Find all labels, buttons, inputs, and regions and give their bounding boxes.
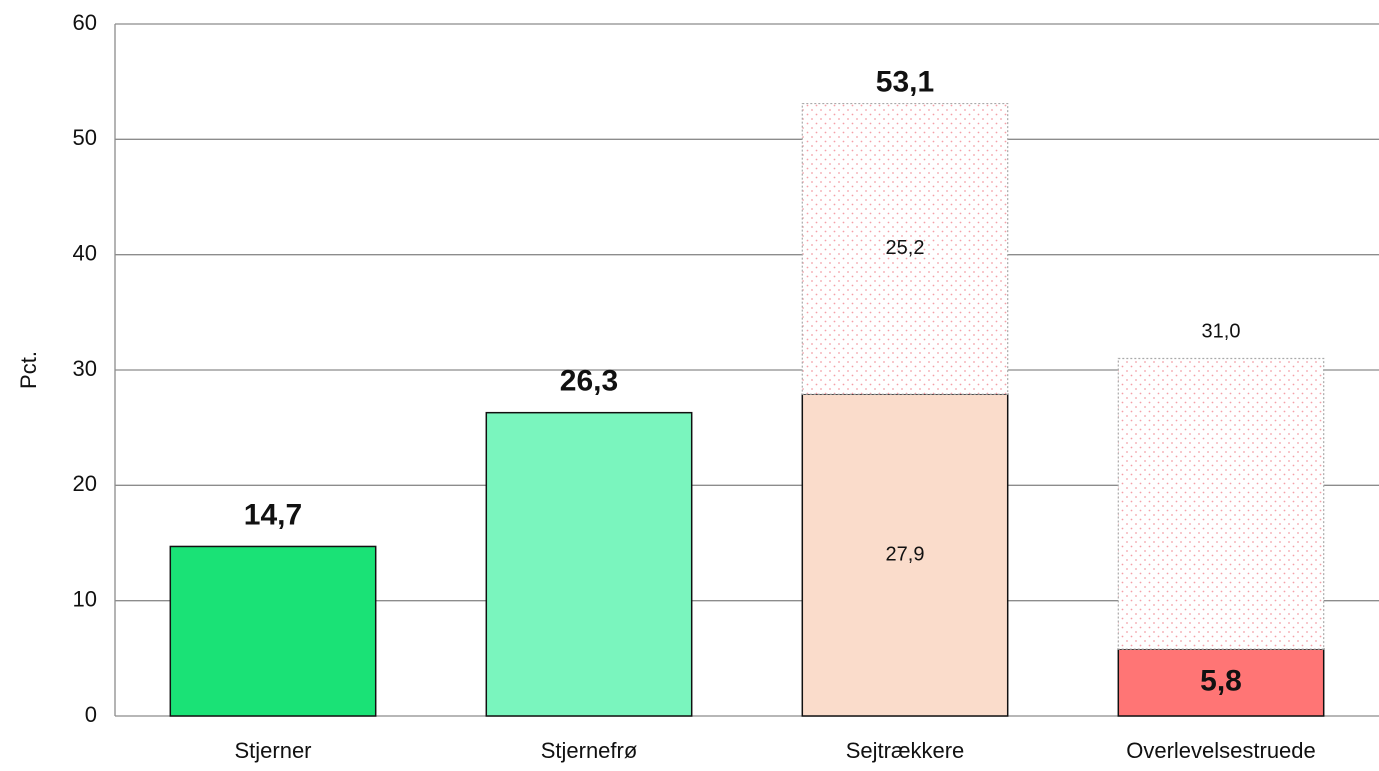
y-tick-label: 40 <box>73 240 97 265</box>
y-tick-label: 50 <box>73 125 97 150</box>
y-axis-label: Pct. <box>16 351 41 389</box>
data-label: 25,2 <box>886 237 925 259</box>
x-tick-label: Overlevelsestruede <box>1126 738 1316 763</box>
bar <box>485 411 693 717</box>
x-tick-label: Stjernefrø <box>541 738 638 763</box>
bar <box>1117 648 1325 717</box>
bar <box>169 545 377 717</box>
total-label: 53,1 <box>876 66 934 99</box>
y-tick-label: 20 <box>73 471 97 496</box>
y-tick-label: 30 <box>73 356 97 381</box>
data-label: 26,3 <box>560 365 618 398</box>
total-label: 31,0 <box>1202 321 1241 343</box>
x-tick-label: Sejtrækkere <box>846 738 965 763</box>
bar-segment-dotted <box>1117 357 1325 650</box>
y-tick-label: 0 <box>85 702 97 727</box>
bar-segment-dotted <box>801 102 1009 395</box>
data-label: 5,8 <box>1200 664 1242 697</box>
x-tick-label: Stjerner <box>234 738 311 763</box>
y-tick-label: 10 <box>73 586 97 611</box>
data-label: 14,7 <box>244 498 302 531</box>
bar <box>801 393 1009 717</box>
y-tick-label: 60 <box>73 10 97 35</box>
data-label: 27,9 <box>886 543 925 565</box>
